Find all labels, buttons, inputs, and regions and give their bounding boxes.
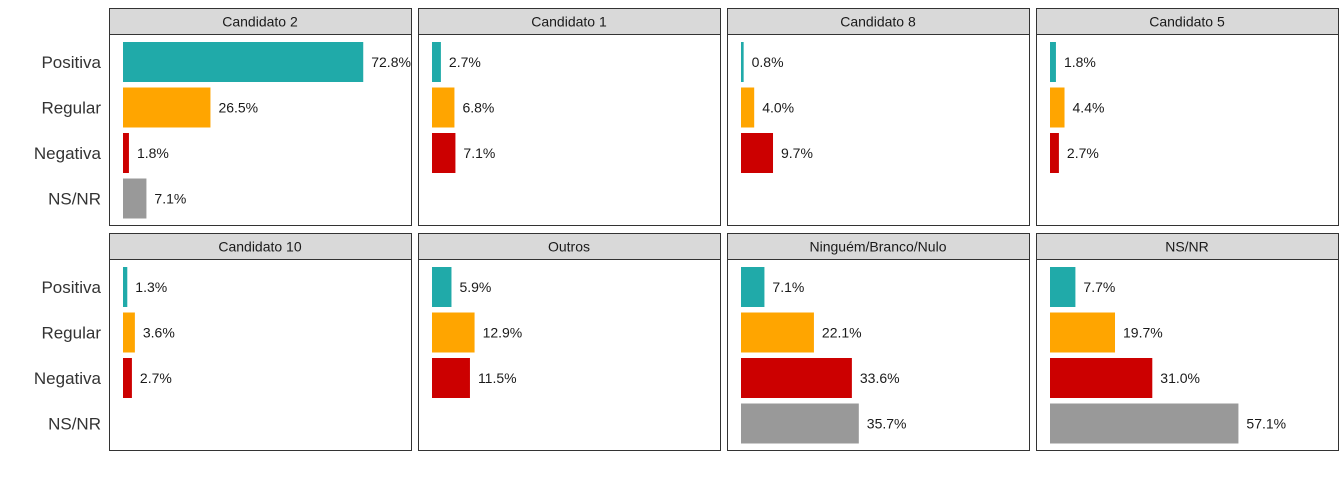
- facet-panel: Candidato 5 1.8% 4.4% 2.7%: [1036, 8, 1339, 226]
- data-label: 2.7%: [449, 54, 481, 70]
- bar-regular: [741, 87, 755, 128]
- bar-positiva: [1050, 42, 1056, 82]
- data-label: 9.7%: [781, 145, 813, 161]
- facet-strip: [418, 233, 721, 260]
- facet-title: Candidato 1: [531, 14, 607, 30]
- data-label: 6.8%: [462, 100, 494, 116]
- facet-strip: [418, 8, 721, 35]
- bar-nsnr: [1050, 403, 1239, 444]
- y-tick-label: Negativa: [34, 369, 102, 388]
- facet-panel: Outros 5.9% 12.9% 11.5%: [418, 233, 721, 451]
- y-tick-label: Positiva: [41, 53, 101, 72]
- bar-regular: [432, 312, 475, 353]
- bar-regular: [1050, 87, 1065, 128]
- facet-title: Candidato 10: [218, 239, 302, 255]
- facet-title: Ninguém/Branco/Nulo: [810, 239, 947, 255]
- bar-regular: [432, 87, 455, 128]
- bar-positiva: [1050, 267, 1076, 307]
- data-label: 57.1%: [1246, 416, 1286, 432]
- y-tick-label: NS/NR: [48, 415, 101, 434]
- data-label: 4.0%: [762, 100, 794, 116]
- facet-title: Candidato 5: [1149, 14, 1225, 30]
- data-label: 5.9%: [459, 279, 491, 295]
- bar-positiva: [741, 267, 765, 307]
- data-label: 12.9%: [483, 325, 523, 341]
- facet-panel: Candidato 1 2.7% 6.8% 7.1%: [418, 8, 721, 226]
- y-tick-label: Regular: [41, 324, 101, 343]
- plot-area: [109, 259, 412, 451]
- bar-positiva: [123, 42, 364, 82]
- data-label: 7.7%: [1083, 279, 1115, 295]
- bar-positiva: [741, 42, 744, 82]
- facet-title: Candidato 8: [840, 14, 916, 30]
- data-label: 19.7%: [1123, 325, 1163, 341]
- data-label: 11.5%: [478, 370, 517, 386]
- facet-panel: NS/NR 7.7% 19.7% 31.0% 57.1%: [1036, 233, 1339, 451]
- bar-negativa: [123, 133, 129, 173]
- facet-panel: Candidato 8 0.8% 4.0% 9.7%: [727, 8, 1030, 226]
- facet-strip: [109, 8, 412, 35]
- data-label: 35.7%: [867, 416, 907, 432]
- bar-positiva: [432, 267, 452, 307]
- bar-negativa: [741, 133, 774, 173]
- y-tick-label: Regular: [41, 99, 101, 118]
- y-tick-label: Negativa: [34, 144, 102, 163]
- plot-area: [418, 34, 721, 226]
- data-label: 2.7%: [140, 370, 172, 386]
- bar-regular: [1050, 312, 1116, 353]
- data-label: 1.8%: [1064, 54, 1096, 70]
- bar-regular: [741, 312, 814, 353]
- bar-regular: [123, 87, 211, 128]
- facet-title: Candidato 2: [222, 14, 298, 30]
- bar-negativa: [432, 133, 456, 173]
- data-label: 31.0%: [1160, 370, 1200, 386]
- y-tick-label: NS/NR: [48, 190, 101, 209]
- plot-area: [727, 34, 1030, 226]
- facet-panel: Candidato 2 72.8% 26.5% 1.8% 7.1%: [109, 8, 412, 226]
- data-label: 1.3%: [135, 279, 167, 295]
- bar-positiva: [123, 267, 128, 307]
- data-label: 2.7%: [1067, 145, 1099, 161]
- facet-panel: Ninguém/Branco/Nulo 7.1% 22.1% 33.6% 35.7%: [727, 233, 1030, 451]
- data-label: 33.6%: [860, 370, 900, 386]
- bar-negativa: [1050, 133, 1059, 173]
- bar-regular: [123, 312, 135, 353]
- bar-negativa: [741, 358, 852, 398]
- bar-negativa: [123, 358, 132, 398]
- data-label: 3.6%: [143, 325, 175, 341]
- bar-nsnr: [741, 403, 859, 444]
- facet-title: Outros: [548, 239, 590, 255]
- data-label: 22.1%: [822, 325, 862, 341]
- facet-panel: Candidato 10 1.3% 3.6% 2.7%: [109, 233, 412, 451]
- plot-area: [1036, 34, 1339, 226]
- data-label: 7.1%: [772, 279, 804, 295]
- data-label: 0.8%: [752, 54, 784, 70]
- data-label: 26.5%: [218, 100, 258, 116]
- y-tick-label: Positiva: [41, 278, 101, 297]
- data-label: 7.1%: [154, 191, 186, 207]
- bar-nsnr: [123, 178, 147, 219]
- data-label: 1.8%: [137, 145, 169, 161]
- data-label: 72.8%: [371, 54, 411, 70]
- facet-title: NS/NR: [1165, 239, 1209, 255]
- bar-negativa: [1050, 358, 1153, 398]
- data-label: 7.1%: [463, 145, 495, 161]
- plot-area: [418, 259, 721, 451]
- bar-positiva: [432, 42, 441, 82]
- bar-negativa: [432, 358, 470, 398]
- data-label: 4.4%: [1073, 100, 1105, 116]
